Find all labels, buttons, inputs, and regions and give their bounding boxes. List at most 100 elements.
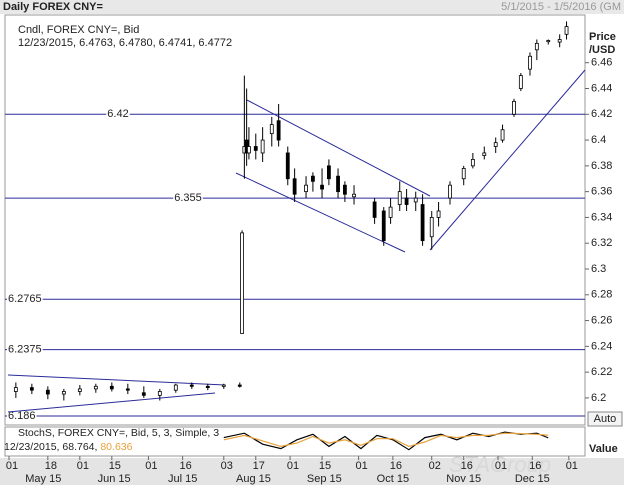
channel-lower <box>235 172 406 253</box>
x-tick-label: 01 <box>355 460 367 472</box>
level-label-bg <box>7 409 37 422</box>
candle-body <box>397 191 402 205</box>
date-range: 5/1/2015 - 1/5/2016 (GM <box>501 1 621 13</box>
candle-body <box>482 152 487 156</box>
candle-body <box>141 392 146 396</box>
x-tick-label: 16 <box>180 460 192 472</box>
candle-body <box>528 55 532 70</box>
candle-body <box>189 384 194 387</box>
y-tick-label: 6.36 <box>591 186 612 198</box>
candle-body <box>292 178 297 195</box>
candle-body <box>381 210 386 242</box>
x-tick-label: 03 <box>221 460 233 472</box>
candle-body <box>461 168 466 180</box>
candle-body <box>326 165 331 180</box>
level-label-bg <box>7 343 43 356</box>
candle-body <box>557 39 562 43</box>
x-tick-label: 18 <box>45 460 57 472</box>
candle-body <box>372 201 377 218</box>
candle-body <box>342 184 347 195</box>
x-tick-label: 02 <box>429 460 441 472</box>
y-unit: /USD <box>589 44 615 56</box>
candle-body <box>404 197 409 205</box>
candle-body <box>276 120 281 141</box>
candle-body <box>269 124 274 135</box>
month-label: Sep 15 <box>307 473 342 485</box>
month-label: Dec 15 <box>515 473 550 485</box>
level-label: 6.355 <box>174 192 202 204</box>
month-label: Oct 15 <box>377 473 409 485</box>
candle-body <box>205 385 210 389</box>
y-tick-label: 6.2 <box>591 392 606 404</box>
y-tick-label: 6.24 <box>591 340 612 352</box>
y-tick-label: 6.26 <box>591 314 612 326</box>
candle-body <box>240 232 244 334</box>
stoch-panel <box>4 426 586 457</box>
y-tick-label: 6.44 <box>591 82 612 94</box>
candle-body <box>285 152 290 180</box>
x-axis-band <box>0 458 624 485</box>
candle-body <box>448 184 452 199</box>
y-tick-label: 6.3 <box>591 263 606 275</box>
candle-body <box>470 159 475 167</box>
month-label: Jun 15 <box>98 473 131 485</box>
triangle-lower <box>7 392 216 413</box>
candle-body <box>61 391 66 395</box>
candle-body <box>500 129 505 141</box>
uptrend <box>429 69 586 251</box>
candle-body <box>13 387 18 392</box>
candle-body <box>493 142 498 147</box>
x-tick-label: 15 <box>109 460 121 472</box>
auto-button[interactable] <box>587 411 623 427</box>
candle-body <box>109 385 114 390</box>
candle-body <box>388 206 393 218</box>
candle-body <box>247 146 251 154</box>
x-tick-label: 15 <box>319 460 331 472</box>
stoch-last-k: 12/23/2015, 68.764, <box>4 441 97 453</box>
candle-body <box>564 26 569 35</box>
y-tick-label: 6.4 <box>591 134 606 146</box>
candle-body <box>320 184 324 190</box>
watermark: STAGroup <box>449 452 551 477</box>
triangle-upper <box>7 374 226 386</box>
x-tick-label: 01 <box>566 460 578 472</box>
y-label: Price <box>589 31 616 43</box>
candle-body <box>173 384 178 391</box>
level-label: 6.186 <box>8 410 36 422</box>
y-tick-label: 6.32 <box>591 237 612 249</box>
channel-upper <box>246 99 431 197</box>
month-label: Jul 15 <box>168 473 197 485</box>
candle-body <box>352 193 356 198</box>
month-label: Aug 15 <box>236 473 271 485</box>
trend-lines <box>7 69 586 413</box>
candle-body <box>436 210 441 218</box>
level-label: 6.42 <box>107 108 128 120</box>
candle-body <box>304 184 308 193</box>
x-tick-label: 01 <box>77 460 89 472</box>
y-tick-label: 6.34 <box>591 211 612 223</box>
stoch-y-label: Value <box>589 443 618 455</box>
last-values: 12/23/2015, 6.4763, 6.4780, 6.4741, 6.47… <box>18 37 232 49</box>
candle-body <box>253 146 258 151</box>
candle-body <box>29 387 34 391</box>
auto-label[interactable]: Auto <box>594 413 617 425</box>
candle-body <box>45 389 50 395</box>
price-panel <box>4 14 586 426</box>
candle-body <box>125 388 130 391</box>
level-label-bg <box>7 293 43 306</box>
x-tick-label: 01 <box>495 460 507 472</box>
candle-body <box>546 40 551 43</box>
level-label-bg <box>173 191 203 204</box>
candle-body <box>77 388 82 392</box>
candle-body <box>420 204 425 242</box>
x-tick-label: 16 <box>390 460 402 472</box>
level-label: 6.2765 <box>8 293 42 305</box>
x-tick-label: 01 <box>287 460 299 472</box>
candle-body <box>93 385 98 390</box>
candle-body <box>237 384 242 387</box>
x-tick-label: 16 <box>529 460 541 472</box>
y-tick-label: 6.28 <box>591 289 612 301</box>
legend: Cndl, FOREX CNY=, Bid <box>18 24 139 36</box>
level-label: 6.2375 <box>8 343 42 355</box>
